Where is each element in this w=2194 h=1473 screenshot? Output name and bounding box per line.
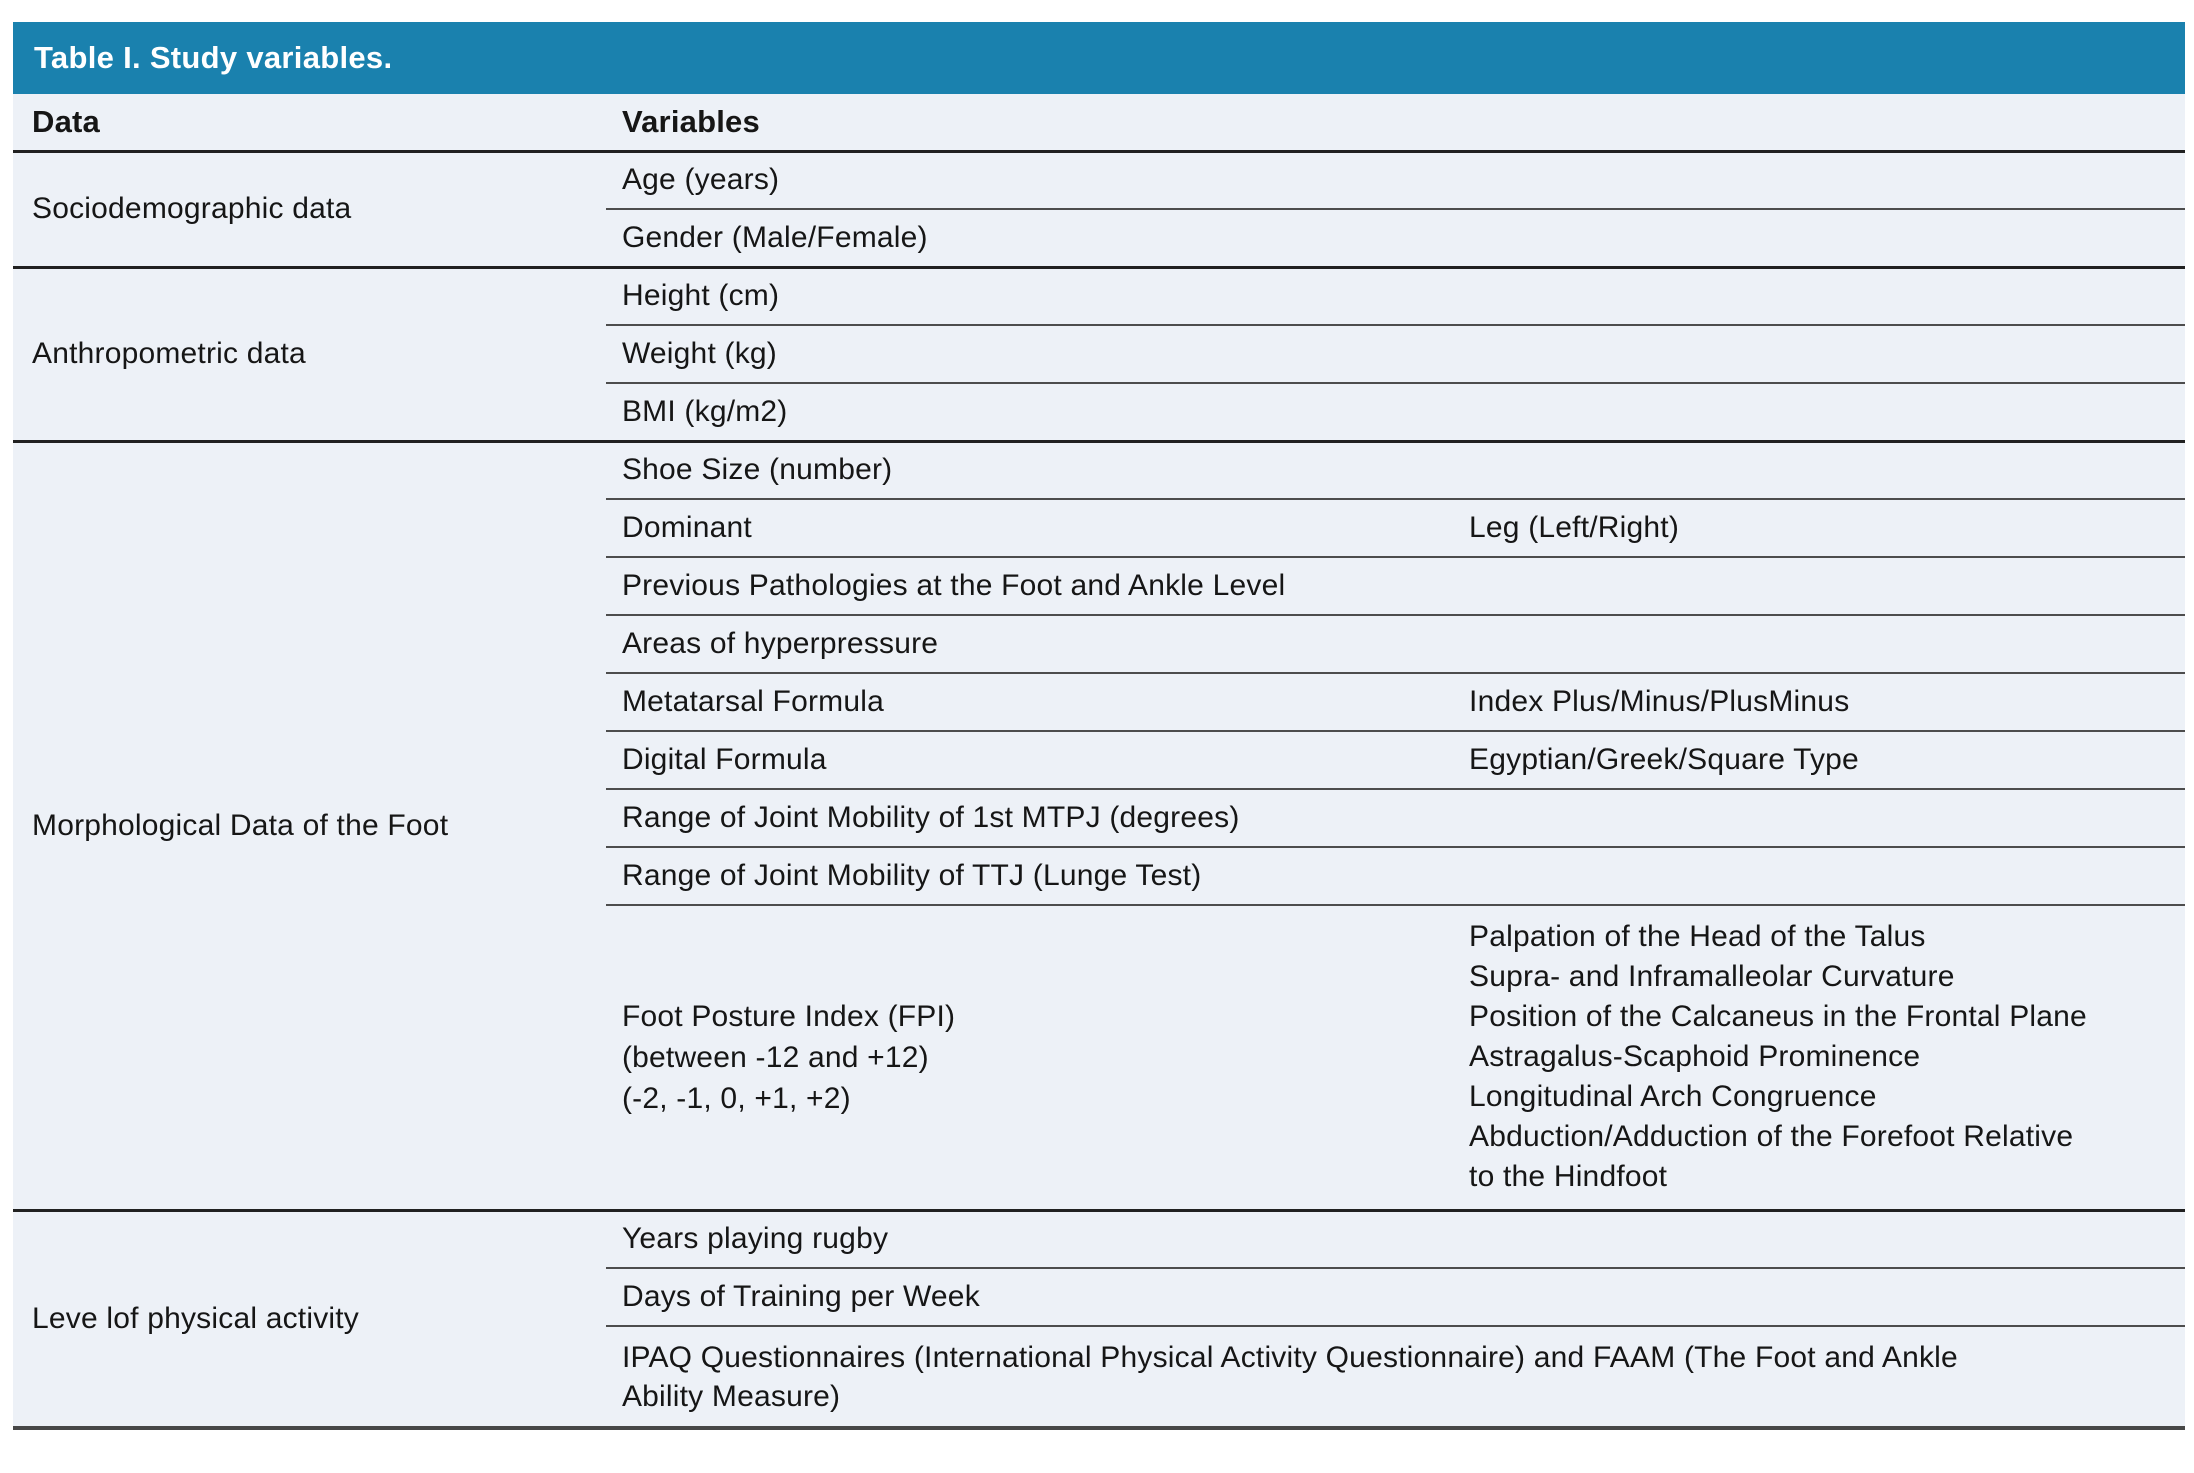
variable-cell: IPAQ Questionnaires (International Physi… [605, 1325, 2185, 1428]
table-row: Foot Posture Index (FPI) (between -12 an… [13, 904, 2185, 1210]
table-title-bar: Table I. Study variables. [13, 22, 2185, 94]
table-row: Leve lof physical activity Years playing… [13, 1208, 2185, 1428]
variable-cell: Areas of hyperpressure [605, 614, 2185, 673]
detail-cell: Egyptian/Greek/Square Type [1453, 730, 2185, 789]
group-label: Sociodemographic data [13, 149, 606, 267]
variable-cell: Gender (Male/Female) [605, 208, 2185, 267]
table-row: Days of Training per Week [13, 1267, 2185, 1326]
variable-cell: Range of Joint Mobility of 1st MTPJ (deg… [605, 788, 2185, 847]
column-header-row: Data Variables [13, 94, 2185, 153]
group-label: Morphological Data of the Foot [13, 439, 606, 1210]
table-row: IPAQ Questionnaires (International Physi… [13, 1325, 2185, 1428]
detail-cell: Palpation of the Head of the Talus Supra… [1453, 904, 2185, 1210]
variable-cell: BMI (kg/m2) [605, 382, 2185, 441]
study-variables-table: Data Variables Sociodemographic data Age… [13, 94, 2185, 1430]
group-label: Leve lof physical activity [13, 1208, 606, 1428]
variable-cell: Range of Joint Mobility of TTJ (Lunge Te… [605, 846, 2185, 905]
table-row: Range of Joint Mobility of TTJ (Lunge Te… [13, 846, 2185, 905]
variable-cell: Weight (kg) [605, 324, 2185, 383]
column-header-variables: Variables [605, 94, 2185, 153]
table-row: Weight (kg) [13, 324, 2185, 383]
table-row: BMI (kg/m2) [13, 382, 2185, 441]
variable-cell: Metatarsal Formula [605, 672, 1454, 731]
table-row: Morphological Data of the Foot Shoe Size… [13, 439, 2185, 1210]
detail-cell: Leg (Left/Right) [1453, 498, 2185, 557]
detail-cell: Index Plus/Minus/PlusMinus [1453, 672, 2185, 731]
variable-cell: Years playing rugby [605, 1208, 2185, 1268]
table-row: Areas of hyperpressure [13, 614, 2185, 673]
variable-cell: Dominant [605, 498, 1454, 557]
table-title: Table I. Study variables. [34, 40, 393, 75]
table-row: Range of Joint Mobility of 1st MTPJ (deg… [13, 788, 2185, 847]
variable-cell: Digital Formula [605, 730, 1454, 789]
table-row: Anthropometric data Height (cm) [13, 265, 2185, 441]
variable-cell: Height (cm) [605, 265, 2185, 325]
table-row: Sociodemographic data Age (years) [13, 149, 2185, 267]
column-header-data: Data [13, 94, 606, 153]
study-variables-figure: Table I. Study variables. Data Variables… [13, 22, 2185, 1430]
table-row: Previous Pathologies at the Foot and Ank… [13, 556, 2185, 615]
variable-cell: Shoe Size (number) [605, 439, 2185, 499]
group-label: Anthropometric data [13, 265, 606, 441]
table-row: Gender (Male/Female) [13, 208, 2185, 267]
table-row: Digital Formula Egyptian/Greek/Square Ty… [13, 730, 2185, 789]
variable-cell: Foot Posture Index (FPI) (between -12 an… [605, 904, 1454, 1210]
variable-cell: Previous Pathologies at the Foot and Ank… [605, 556, 2185, 615]
table-row: Metatarsal Formula Index Plus/Minus/Plus… [13, 672, 2185, 731]
variable-cell: Days of Training per Week [605, 1267, 2185, 1326]
table-row: Dominant Leg (Left/Right) [13, 498, 2185, 557]
variable-cell: Age (years) [605, 149, 2185, 209]
